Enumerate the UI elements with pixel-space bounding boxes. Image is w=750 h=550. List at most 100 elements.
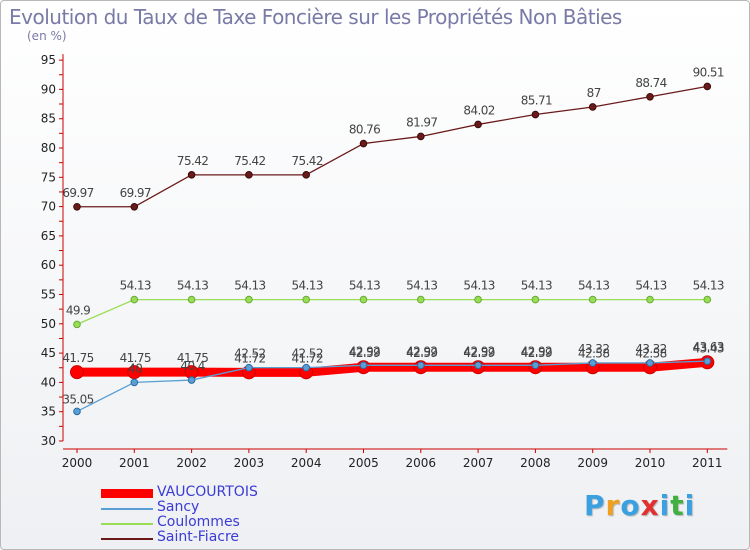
data-label-vaucourtois: 41.72: [234, 351, 265, 365]
x-tick-label: 2007: [463, 456, 494, 470]
data-label-sancy: 43.32: [578, 342, 609, 356]
logo-letter: i: [659, 489, 671, 522]
data-point-saint-fiacre: [703, 82, 712, 91]
data-label-saint-fiacre: 75.42: [292, 154, 323, 168]
data-label-coulommes: 54.13: [635, 279, 666, 293]
legend-swatch-vaucourtois: [101, 489, 153, 498]
data-label-coulommes: 54.13: [521, 279, 552, 293]
data-label-sancy: 42.92: [521, 344, 552, 358]
y-tick-label: 55: [41, 288, 56, 302]
data-label-sancy: 40: [128, 361, 142, 375]
data-label-sancy: 43.32: [635, 342, 666, 356]
logo-letter: x: [640, 489, 660, 522]
data-point-vaucourtois: [70, 365, 84, 380]
y-tick-label: 70: [41, 200, 56, 214]
data-label-coulommes: 54.13: [292, 279, 323, 293]
y-tick-label: 65: [41, 229, 56, 243]
data-point-coulommes: [73, 320, 81, 329]
data-label-coulommes: 54.13: [578, 279, 609, 293]
x-tick-label: 2004: [291, 456, 322, 470]
chart-title: Evolution du Taux de Taxe Foncière sur l…: [9, 5, 622, 29]
data-point-saint-fiacre: [417, 132, 425, 141]
data-label-coulommes: 54.13: [349, 279, 380, 293]
data-label-coulommes: 54.13: [177, 279, 208, 293]
data-point-saint-fiacre: [531, 110, 540, 119]
data-point-coulommes: [646, 295, 654, 304]
logo-letter: i: [684, 489, 696, 522]
data-point-saint-fiacre: [187, 171, 196, 179]
data-label-coulommes: 54.13: [406, 279, 437, 293]
legend-swatch-saint-fiacre: [101, 538, 153, 540]
data-point-sancy: [588, 359, 597, 367]
data-label-coulommes: 49.9: [66, 303, 90, 317]
data-point-sancy: [130, 378, 139, 387]
data-point-sancy: [474, 361, 482, 370]
data-label-vaucourtois: 41.72: [292, 351, 323, 365]
data-point-saint-fiacre: [359, 139, 368, 148]
logo-letter: r: [605, 489, 621, 522]
data-label-vaucourtois: 41.75: [120, 351, 151, 365]
series-line-sancy: [76, 360, 708, 413]
data-point-coulommes: [130, 295, 139, 304]
x-tick-label: 2000: [62, 456, 93, 470]
data-point-saint-fiacre: [588, 103, 597, 111]
data-point-saint-fiacre: [245, 171, 253, 179]
y-tick-label: 30: [41, 434, 56, 448]
data-point-sancy: [187, 376, 196, 384]
data-point-saint-fiacre: [302, 171, 311, 179]
data-label-saint-fiacre: 69.97: [62, 186, 93, 200]
data-point-coulommes: [302, 295, 311, 304]
data-point-coulommes: [417, 295, 425, 304]
logo-letter: o: [620, 489, 641, 522]
data-label-saint-fiacre: 85.71: [521, 94, 552, 108]
data-point-coulommes: [703, 295, 712, 304]
data-label-sancy: 42.92: [463, 344, 494, 358]
data-label-vaucourtois: 43.43: [693, 341, 724, 355]
data-label-vaucourtois: 41.75: [62, 351, 93, 365]
x-tick-label: 2006: [406, 456, 437, 470]
x-tick-label: 2001: [119, 456, 150, 470]
x-tick-label: 2003: [234, 456, 265, 470]
data-label-sancy: 42.52: [292, 347, 323, 361]
series-line-coulommes: [76, 298, 708, 326]
data-label-vaucourtois: 42.59: [463, 346, 494, 360]
legend-label-saint-fiacre: Saint-Fiacre: [157, 529, 240, 545]
y-tick-label: 95: [41, 53, 56, 67]
x-tick-label: 2008: [520, 456, 551, 470]
data-label-saint-fiacre: 84.02: [463, 103, 494, 117]
data-point-saint-fiacre: [130, 202, 139, 211]
data-point-sancy: [646, 359, 654, 367]
series-line-vaucourtois: [72, 357, 712, 377]
data-label-saint-fiacre: 75.42: [234, 154, 265, 168]
data-point-coulommes: [245, 295, 253, 304]
data-point-sancy: [417, 361, 425, 370]
data-label-sancy: 35.05: [62, 392, 93, 406]
data-point-coulommes: [359, 295, 368, 304]
data-point-sancy: [245, 363, 253, 372]
data-label-vaucourtois: 42.59: [349, 346, 380, 360]
series-line-saint-fiacre: [76, 85, 708, 208]
legend-label-vaucourtois: VAUCOURTOIS: [157, 484, 258, 500]
data-label-saint-fiacre: 81.97: [406, 115, 437, 129]
data-label-sancy: 40.4: [180, 359, 204, 373]
data-label-coulommes: 54.13: [234, 279, 265, 293]
data-label-vaucourtois: 42.59: [406, 346, 437, 360]
legend-swatch-sancy: [101, 508, 153, 510]
data-label-sancy: 42.92: [349, 344, 380, 358]
data-label-saint-fiacre: 75.42: [177, 154, 208, 168]
data-label-saint-fiacre: 90.51: [693, 65, 724, 79]
data-label-saint-fiacre: 87: [587, 86, 601, 100]
proxiti-logo: Proxiti: [584, 489, 695, 522]
data-label-vaucourtois: 41.75: [177, 351, 208, 365]
data-point-coulommes: [588, 295, 597, 304]
y-tick-label: 35: [41, 405, 56, 419]
data-point-sancy: [531, 361, 540, 370]
y-tick-label: 40: [41, 375, 56, 389]
data-label-sancy: 43.63: [693, 340, 724, 354]
data-point-sancy: [302, 363, 311, 372]
data-point-sancy: [703, 357, 712, 365]
data-point-coulommes: [474, 295, 482, 304]
data-point-saint-fiacre: [73, 202, 81, 211]
data-point-coulommes: [187, 295, 196, 304]
